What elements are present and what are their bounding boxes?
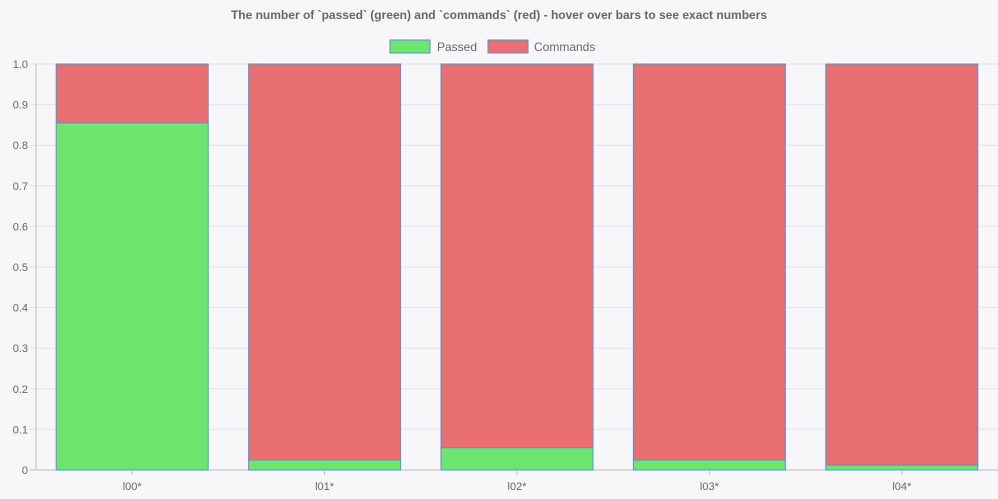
x-tick-label: l03* — [700, 481, 720, 493]
legend-label-passed[interactable]: Passed — [437, 40, 477, 54]
legend: Passed Commands — [389, 39, 595, 54]
x-tick-label: l01* — [315, 481, 335, 493]
y-tick-label: 0.6 — [13, 221, 28, 233]
y-tick-label: 0.1 — [13, 424, 28, 436]
y-axis: 0 0.1 0.2 0.3 0.4 0.5 0.6 0.7 0.8 0.9 1.0 — [13, 59, 28, 477]
legend-label-commands[interactable]: Commands — [534, 40, 595, 54]
x-tick-label: l04* — [892, 481, 912, 493]
x-tick-label: l00* — [123, 481, 143, 493]
bar-commands-1[interactable] — [248, 63, 402, 461]
y-tick-label: 0.9 — [13, 100, 28, 112]
bar-commands-4[interactable] — [825, 63, 979, 466]
legend-swatch-passed[interactable] — [389, 39, 431, 54]
chart-title: The number of `passed` (green) and `comm… — [231, 8, 767, 22]
bar-passed-4[interactable] — [825, 464, 979, 471]
bar-passed-2[interactable] — [440, 447, 594, 471]
y-tick-label: 0.3 — [13, 343, 28, 355]
x-tick-label: l02* — [508, 481, 528, 493]
bars — [55, 63, 979, 471]
y-tick-label: 0 — [22, 465, 28, 477]
legend-swatch-commands[interactable] — [487, 39, 529, 54]
x-axis: l00* l01* l02* l03* l04* — [123, 470, 912, 493]
bar-passed-1[interactable] — [248, 459, 402, 471]
y-tick-label: 0.7 — [13, 181, 28, 193]
bar-commands-0[interactable] — [55, 63, 209, 124]
y-tick-label: 0.8 — [13, 140, 28, 152]
bar-commands-2[interactable] — [440, 63, 594, 449]
y-tick-label: 0.4 — [13, 303, 28, 315]
bar-commands-3[interactable] — [632, 63, 786, 461]
y-tick-label: 1.0 — [13, 59, 28, 71]
y-tick-label: 0.2 — [13, 384, 28, 396]
bar-passed-0[interactable] — [55, 122, 209, 471]
bar-passed-3[interactable] — [632, 459, 786, 471]
y-tick-label: 0.5 — [13, 262, 28, 274]
